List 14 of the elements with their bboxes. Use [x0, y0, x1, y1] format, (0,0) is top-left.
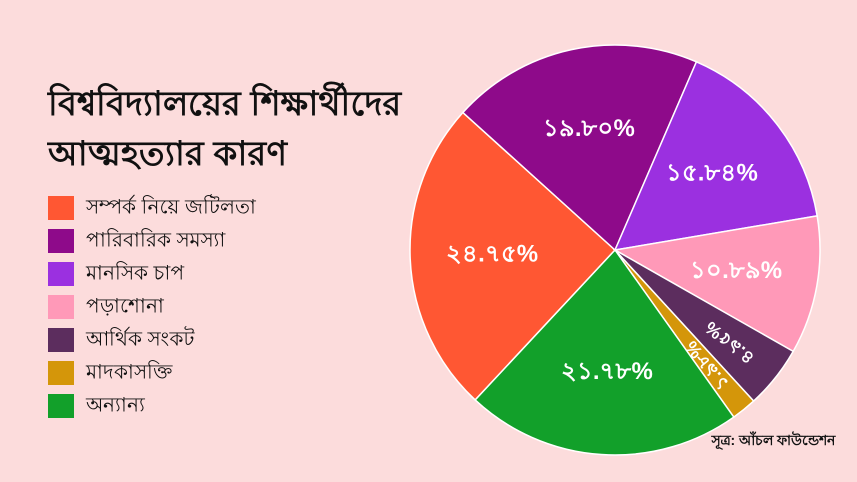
legend-label: মানসিক চাপ: [85, 261, 185, 284]
text: সূত্র: আঁচল ফাউন্ডেশন: [710, 431, 836, 450]
legend-label: অন্যান্য: [85, 394, 146, 416]
data-label: ১০.৮৯%: [690, 256, 782, 284]
data-label: ২১.৭৮%: [560, 358, 653, 386]
legend-label: পারিবারিক সমস্যা: [86, 228, 227, 252]
legend-label: মাদকাসক্তি: [85, 360, 173, 384]
data-label: ২৪.৭৫%: [446, 240, 538, 268]
legend-label: সম্পর্ক নিয়ে জটিলতা: [85, 194, 258, 218]
text: বিশ্ববিদ্যালয়ের শিক্ষার্থীদের আত্মহত্যার কারণ: [47, 81, 402, 173]
legend-label: আর্থিক সংকট: [85, 326, 196, 350]
data-label: ১৯.৮০%: [542, 115, 635, 142]
data-label: ১৫.৮৪%: [666, 159, 758, 186]
legend-label: পড়াশোনা: [86, 295, 165, 318]
